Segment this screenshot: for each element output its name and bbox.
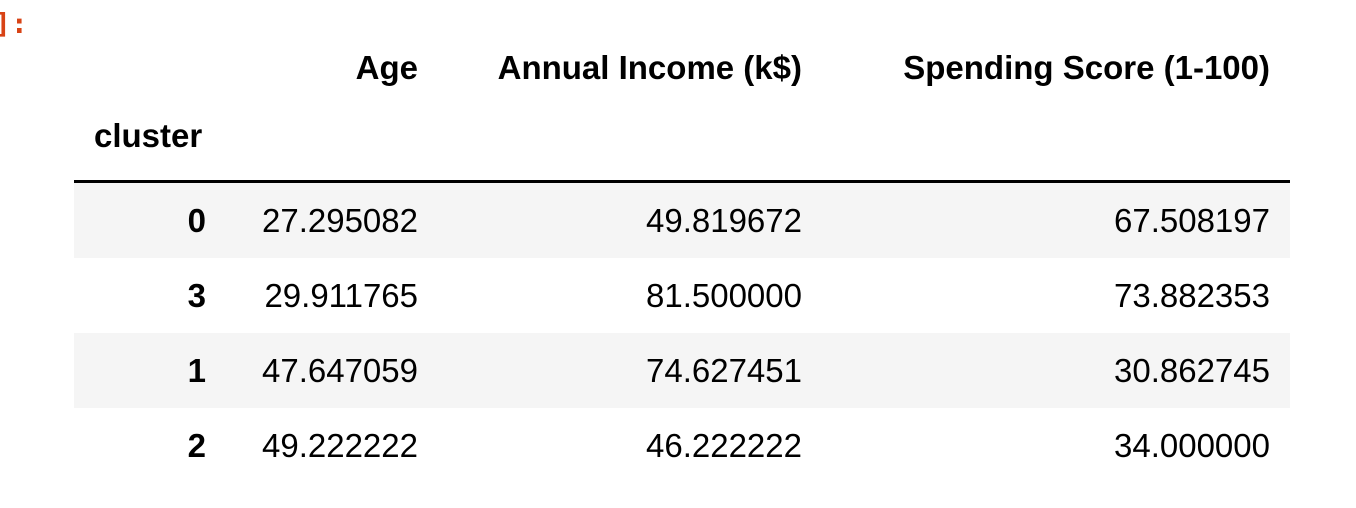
row-index: 2: [187, 426, 206, 464]
cell-spending-score: 30.862745: [822, 333, 1290, 408]
cell-age: 49.222222: [262, 426, 418, 464]
cell-spending-score: 34.000000: [1114, 426, 1270, 464]
index-name-label: cluster: [74, 92, 226, 183]
index-name-row: cluster: [74, 92, 1290, 183]
row-index: 1: [74, 333, 226, 408]
cell-spending-score: 73.882353: [1114, 276, 1270, 314]
cell-age: 27.295082: [226, 181, 438, 258]
column-header-age: Age: [355, 49, 418, 86]
index-name-spacer: [438, 92, 822, 183]
cell-age: 29.911765: [264, 276, 418, 314]
output-prompt: ]:: [0, 7, 28, 40]
column-header-annual-income: Annual Income (k$): [497, 49, 802, 86]
cell-annual-income: 74.627451: [438, 333, 822, 408]
column-header-spending-score: Spending Score (1-100): [903, 49, 1270, 86]
table-row: 0 27.295082 49.819672 67.508197: [74, 181, 1290, 258]
cell-age: 47.647059: [226, 333, 438, 408]
table-row: 3 29.911765 81.500000 73.882353: [74, 258, 1290, 333]
cell-annual-income: 49.819672: [438, 181, 822, 258]
table-row: 2 49.222222 46.222222 34.000000: [74, 408, 1290, 483]
row-index: 0: [74, 181, 226, 258]
dataframe-table: Age Annual Income (k$) Spending Score (1…: [74, 44, 1290, 483]
cell-spending-score: 67.508197: [822, 181, 1290, 258]
cell-annual-income: 81.500000: [646, 276, 802, 314]
column-header-row: Age Annual Income (k$) Spending Score (1…: [74, 44, 1290, 92]
index-name-spacer: [226, 92, 438, 183]
column-header-blank: [74, 44, 226, 92]
table-row: 1 47.647059 74.627451 30.862745: [74, 333, 1290, 408]
cell-annual-income: 46.222222: [646, 426, 802, 464]
index-name-spacer: [822, 92, 1290, 183]
row-index: 3: [187, 276, 206, 314]
